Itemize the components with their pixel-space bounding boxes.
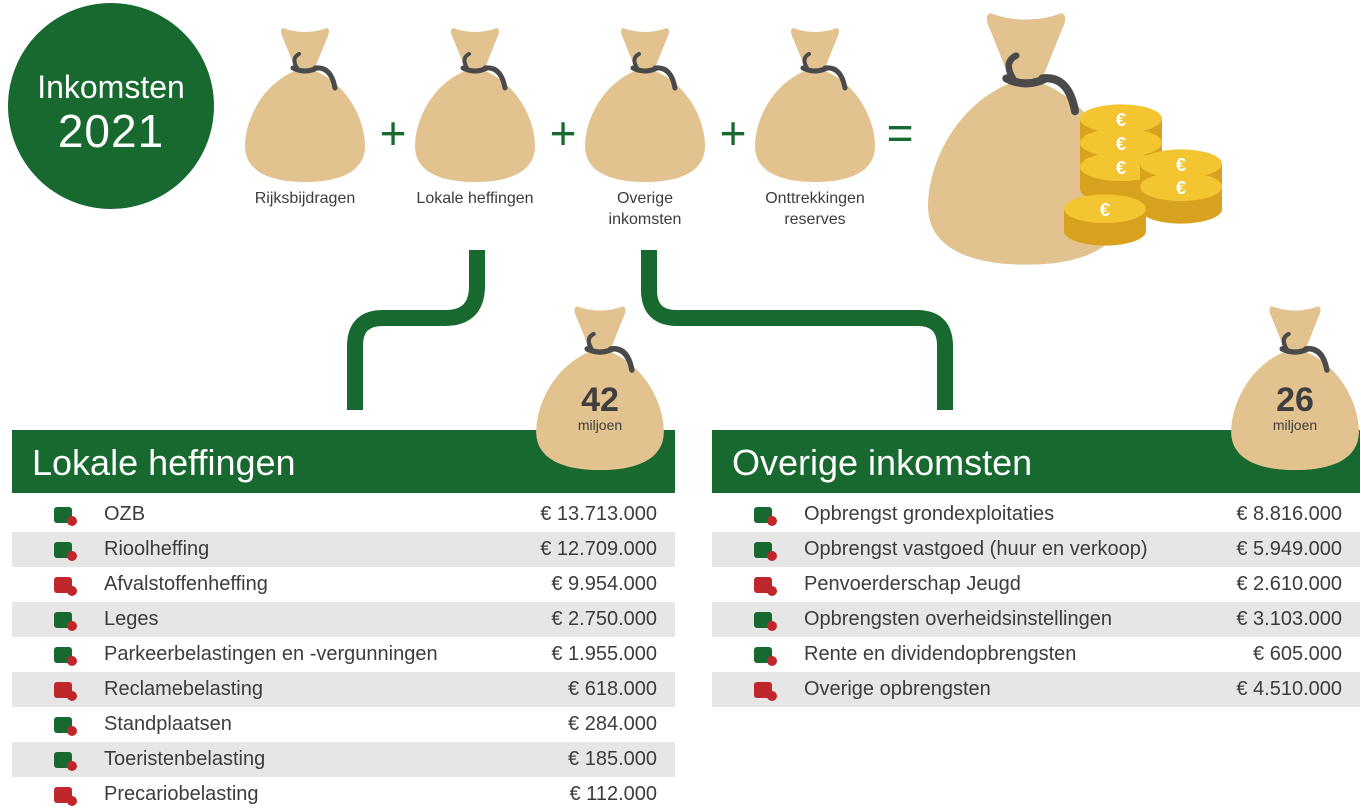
bag-amount: 26 <box>1240 382 1350 418</box>
row-icon <box>750 643 778 667</box>
coin <box>1064 194 1146 245</box>
bag-unit: miljoen <box>1240 418 1350 432</box>
row-label: Opbrengsten overheidsinstellingen <box>804 602 1112 637</box>
money-bag <box>245 28 365 182</box>
money-bag <box>415 28 535 182</box>
money-bag <box>585 28 705 182</box>
table-row: Overige opbrengsten € 4.510.000 <box>712 672 1360 707</box>
table-row: Rente en dividendopbrengsten € 605.000 <box>712 637 1360 672</box>
connector-right <box>649 250 945 410</box>
row-value: € 2.610.000 <box>1236 567 1342 602</box>
coin <box>1140 172 1222 223</box>
row-label: Opbrengst vastgoed (huur en verkoop) <box>804 532 1148 567</box>
row-icon <box>750 573 778 597</box>
table-row: Penvoerderschap Jeugd € 2.610.000 <box>712 567 1360 602</box>
row-value: € 605.000 <box>1253 637 1342 672</box>
table-row: Opbrengst grondexploitaties € 8.816.000 <box>712 497 1360 532</box>
row-icon <box>750 678 778 702</box>
row-value: € 3.103.000 <box>1236 602 1342 637</box>
row-value: € 5.949.000 <box>1236 532 1342 567</box>
bag-unit: miljoen <box>545 418 655 432</box>
money-bag <box>755 28 875 182</box>
row-icon <box>750 608 778 632</box>
page: Inkomsten 2021 { "header": {"title": "In… <box>0 0 1361 804</box>
row-label: Opbrengst grondexploitaties <box>804 497 1054 532</box>
row-value: € 4.510.000 <box>1236 672 1342 707</box>
row-icon <box>750 538 778 562</box>
row-label: Overige opbrengsten <box>804 672 991 707</box>
row-label: Penvoerderschap Jeugd <box>804 567 1021 602</box>
infographic: Inkomsten 2021 (() => { const data = JSO… <box>0 0 1361 804</box>
row-label: Rente en dividendopbrengsten <box>804 637 1076 672</box>
table-row: Opbrengst vastgoed (huur en verkoop) € 5.… <box>712 532 1360 567</box>
table-row: Opbrengsten overheidsinstellingen € 3.103… <box>712 602 1360 637</box>
row-value: € 8.816.000 <box>1236 497 1342 532</box>
row-icon <box>750 503 778 527</box>
connector-left <box>355 250 477 410</box>
bag-amount: 42 <box>545 382 655 418</box>
